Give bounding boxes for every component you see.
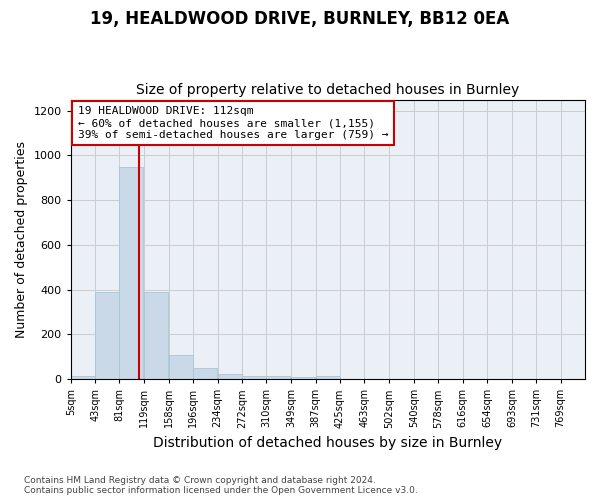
- Bar: [316, 376, 340, 379]
- Text: 19 HEALDWOOD DRIVE: 112sqm
← 60% of detached houses are smaller (1,155)
39% of s: 19 HEALDWOOD DRIVE: 112sqm ← 60% of deta…: [77, 106, 388, 140]
- Text: Contains HM Land Registry data © Crown copyright and database right 2024.
Contai: Contains HM Land Registry data © Crown c…: [24, 476, 418, 495]
- Bar: [95, 292, 119, 379]
- Bar: [144, 292, 168, 379]
- Text: 19, HEALDWOOD DRIVE, BURNLEY, BB12 0EA: 19, HEALDWOOD DRIVE, BURNLEY, BB12 0EA: [91, 10, 509, 28]
- Y-axis label: Number of detached properties: Number of detached properties: [15, 141, 28, 338]
- Bar: [193, 368, 217, 379]
- Bar: [218, 374, 242, 379]
- Bar: [242, 376, 266, 379]
- Bar: [169, 354, 193, 379]
- X-axis label: Distribution of detached houses by size in Burnley: Distribution of detached houses by size …: [153, 436, 502, 450]
- Bar: [266, 376, 290, 379]
- Title: Size of property relative to detached houses in Burnley: Size of property relative to detached ho…: [136, 83, 520, 97]
- Bar: [119, 166, 143, 379]
- Bar: [292, 377, 316, 379]
- Bar: [71, 376, 95, 379]
